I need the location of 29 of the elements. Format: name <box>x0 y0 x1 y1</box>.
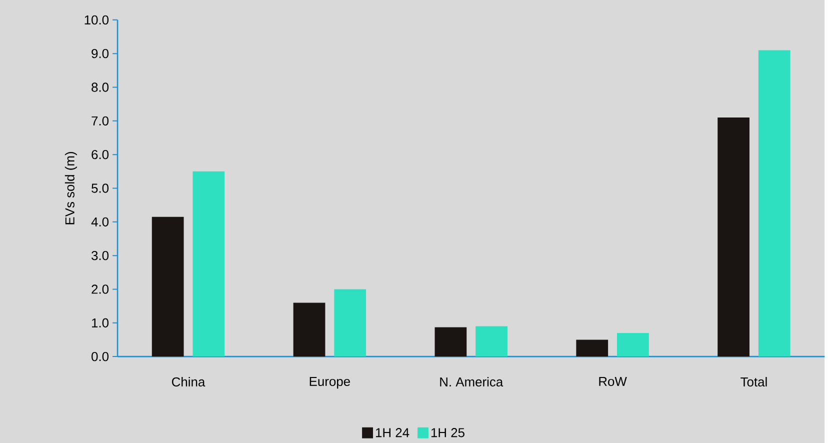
y-tick-label: 3.0 <box>92 250 109 260</box>
legend-label: 1H 24 <box>376 428 410 438</box>
bar <box>758 50 790 356</box>
y-tick-label: 2.0 <box>92 284 109 294</box>
legend-label: 1H 25 <box>431 428 464 438</box>
x-tick-label: Total <box>740 376 767 386</box>
bar <box>476 326 508 356</box>
bar <box>334 289 366 356</box>
y-tick-label: 0.0 <box>92 352 109 362</box>
bar <box>192 171 225 356</box>
bar <box>718 117 750 356</box>
y-axis-title: EVs sold (m) <box>64 152 78 224</box>
y-tick-label: 1.0 <box>92 318 109 328</box>
bar <box>617 332 649 356</box>
y-tick-label: 8.0 <box>92 82 109 92</box>
x-tick-label: RoW <box>599 376 627 386</box>
y-tick-label: 7.0 <box>92 116 109 126</box>
x-tick-label: N. America <box>440 376 504 386</box>
y-tick-label: 9.0 <box>92 48 109 58</box>
x-tick-label: China <box>172 376 206 386</box>
bar <box>293 302 326 356</box>
bar <box>434 327 467 356</box>
x-tick-label: Europe <box>310 376 350 389</box>
bar <box>576 340 608 356</box>
y-tick-label: 5.0 <box>92 184 109 193</box>
bar <box>152 216 184 356</box>
y-tick-label: 4.0 <box>91 217 109 226</box>
y-tick-label: 6.0 <box>92 150 109 160</box>
y-tick-label: 10.0 <box>84 15 109 24</box>
